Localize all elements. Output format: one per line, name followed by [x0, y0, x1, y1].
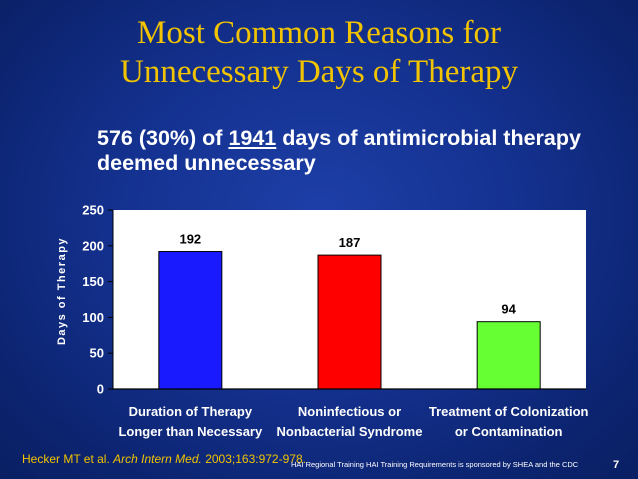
- x-tick-label: Longer than Necessary: [118, 424, 263, 439]
- subtitle-part-a: 576 (30%) of: [97, 126, 229, 150]
- y-tick-label: 200: [82, 238, 104, 253]
- y-tick-label: 100: [82, 310, 104, 325]
- bar: [317, 254, 382, 390]
- title-line-1: Most Common Reasons for: [137, 15, 501, 51]
- subtitle-part-c: days of antimicrobial therapy deemed unn…: [97, 126, 581, 175]
- citation: Hecker MT et al. Arch Intern Med. 2003;1…: [22, 452, 306, 466]
- y-tick-label: 150: [82, 274, 104, 289]
- slide-title: Most Common Reasons for Unnecessary Days…: [0, 14, 638, 92]
- citation-ref: 2003;163:972-978.: [201, 452, 306, 466]
- subtitle: 576 (30%) of 1941 days of antimicrobial …: [97, 126, 597, 176]
- data-label: 94: [501, 302, 516, 317]
- y-tick-label: 250: [82, 203, 104, 218]
- y-axis-label: Days of Therapy: [56, 237, 68, 345]
- y-tick-label: 0: [97, 382, 104, 397]
- x-tick-label: Noninfectious or: [298, 404, 401, 419]
- x-tick-label: or Contamination: [455, 424, 563, 439]
- citation-authors: Hecker MT et al.: [22, 452, 114, 466]
- x-tick-label: Nonbacterial Syndrome: [277, 424, 423, 439]
- subtitle-total-days: 1941: [228, 126, 277, 150]
- bar: [476, 321, 541, 390]
- sponsor-note: HAI Regional Training HAI Training Requi…: [291, 460, 579, 469]
- title-line-2: Unnecessary Days of Therapy: [120, 54, 518, 90]
- bar: [158, 251, 223, 390]
- y-tick-label: 50: [90, 346, 104, 361]
- x-tick-label: Treatment of Colonization: [429, 404, 589, 419]
- x-tick-label: Duration of Therapy: [129, 404, 253, 419]
- page-number: 7: [613, 459, 620, 471]
- data-label: 192: [179, 232, 201, 247]
- citation-journal: Arch Intern Med.: [113, 452, 202, 466]
- data-label: 187: [339, 235, 361, 250]
